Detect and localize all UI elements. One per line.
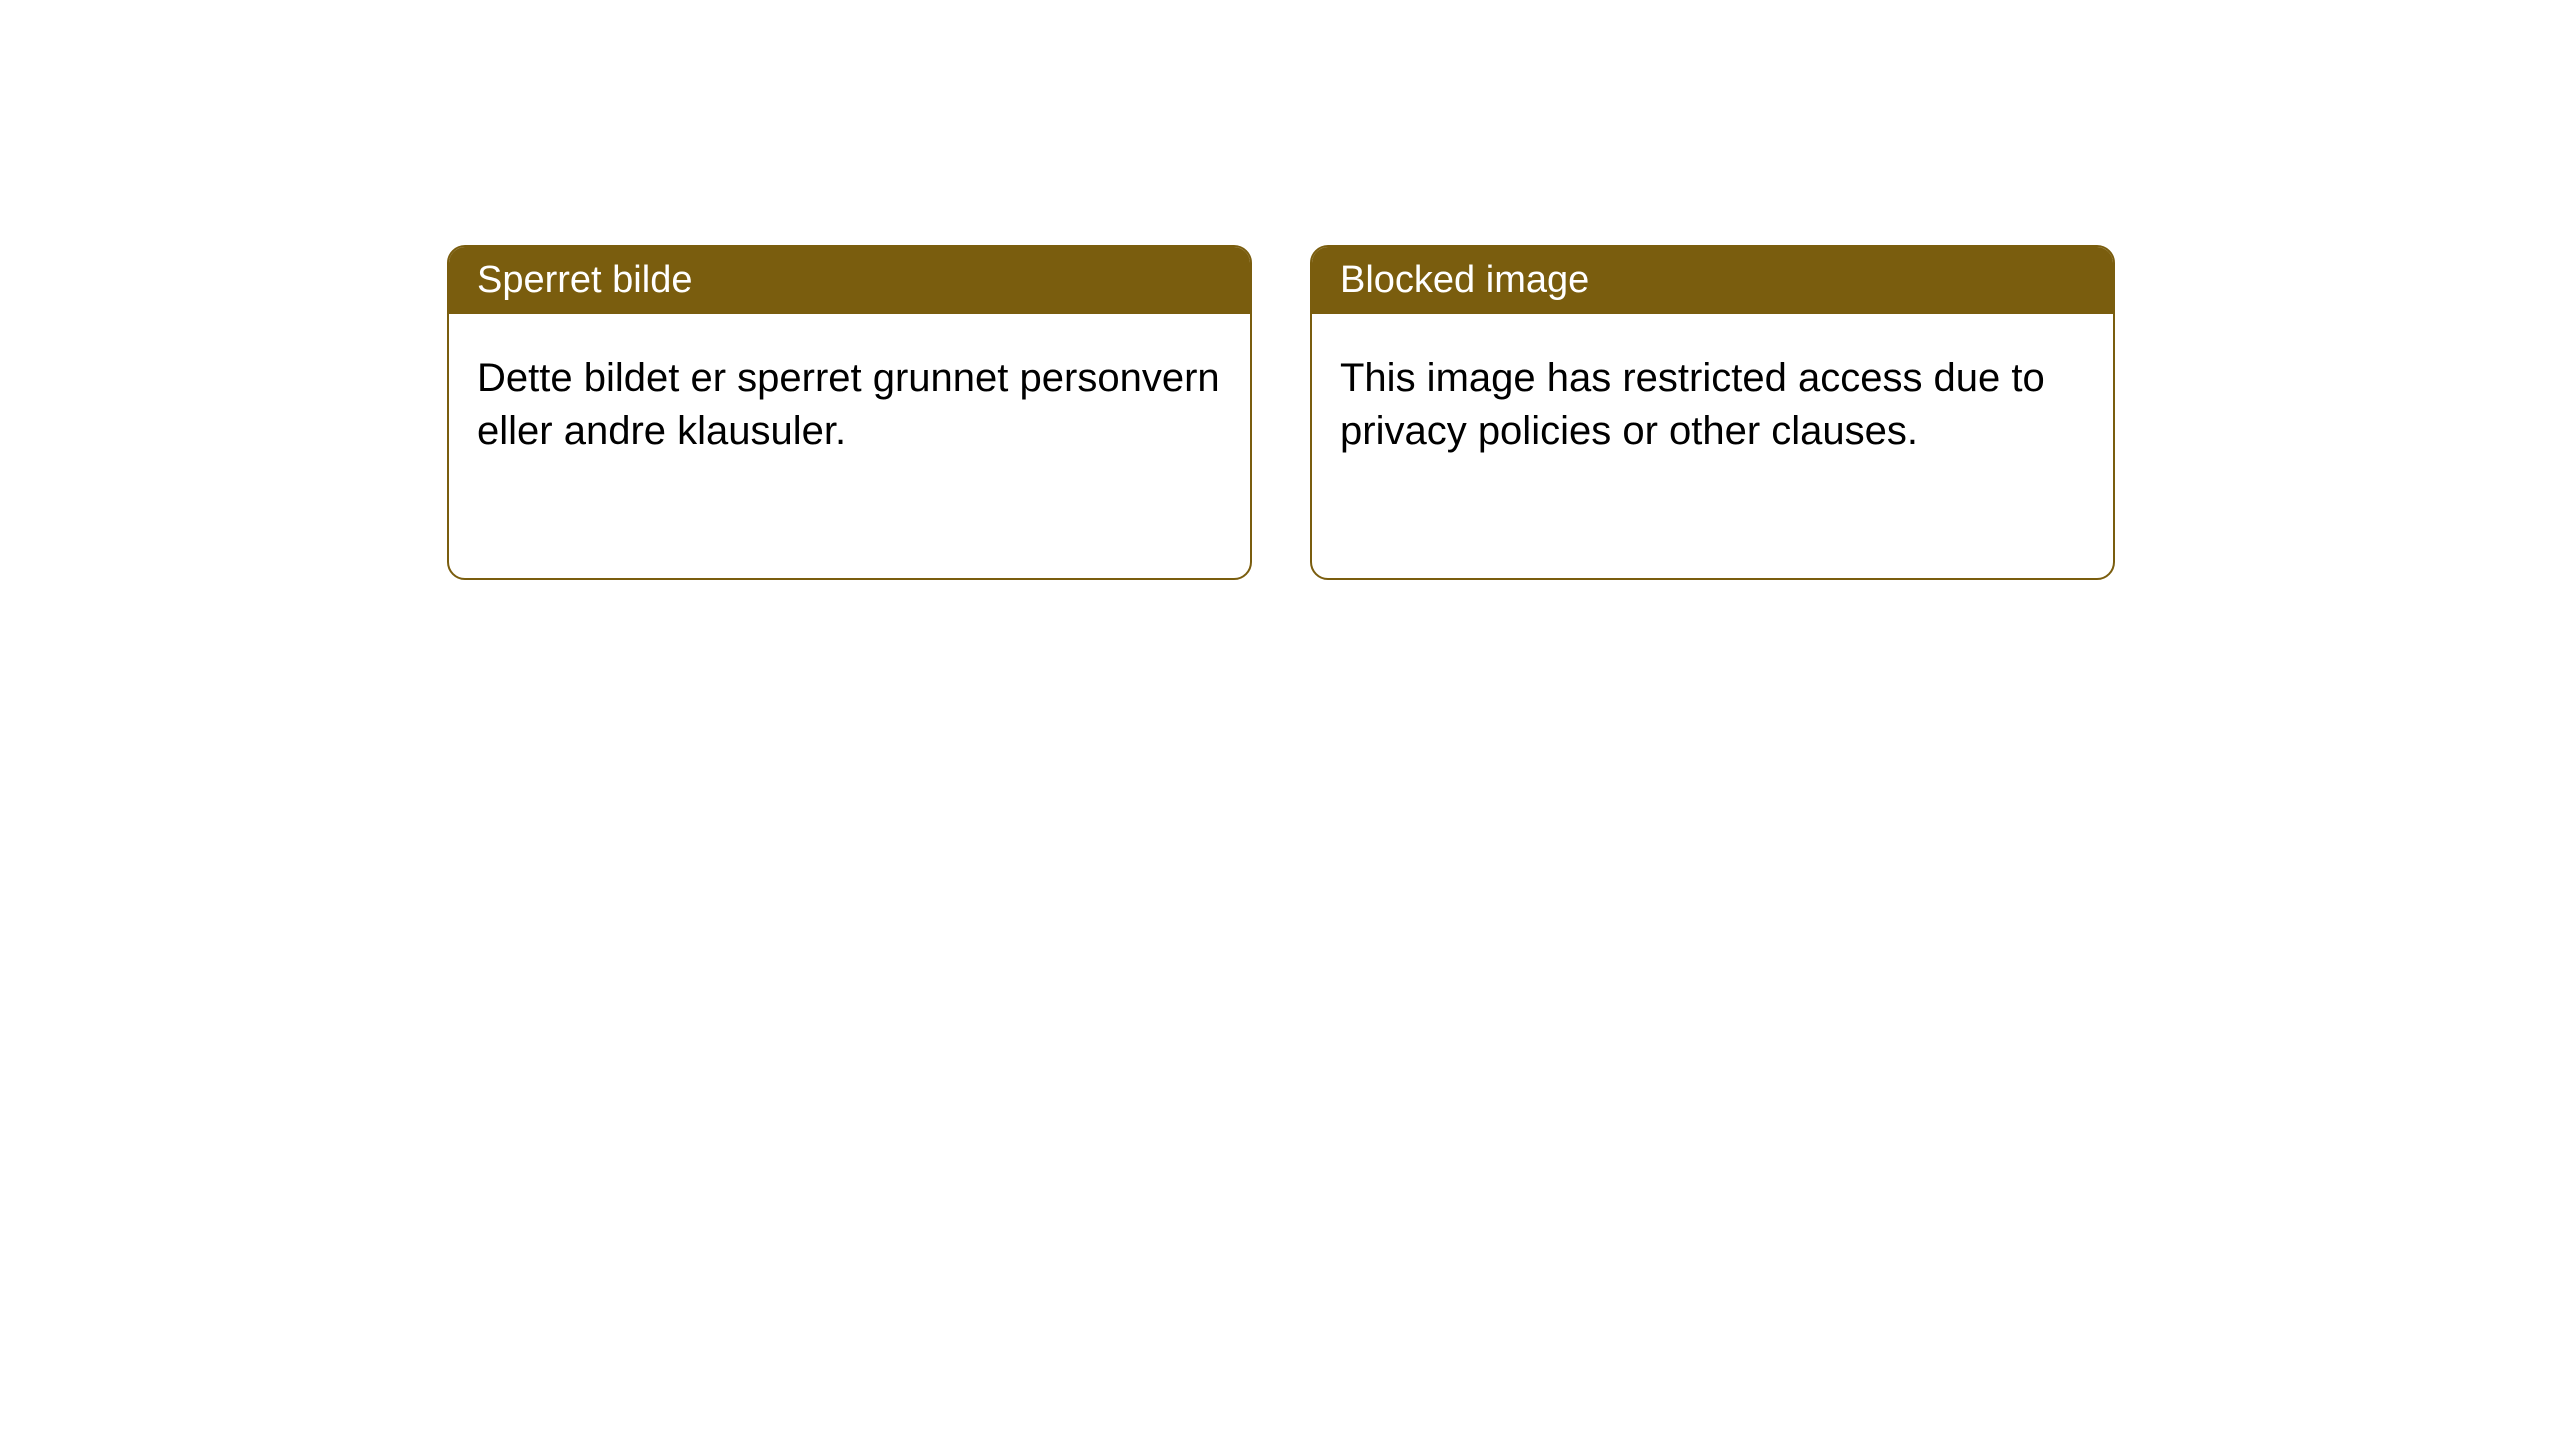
notice-body: Dette bildet er sperret grunnet personve… — [449, 314, 1250, 496]
notice-container: Sperret bilde Dette bildet er sperret gr… — [0, 0, 2560, 580]
notice-header: Sperret bilde — [449, 247, 1250, 314]
notice-body: This image has restricted access due to … — [1312, 314, 2113, 496]
notice-header: Blocked image — [1312, 247, 2113, 314]
notice-card-norwegian: Sperret bilde Dette bildet er sperret gr… — [447, 245, 1252, 580]
notice-card-english: Blocked image This image has restricted … — [1310, 245, 2115, 580]
